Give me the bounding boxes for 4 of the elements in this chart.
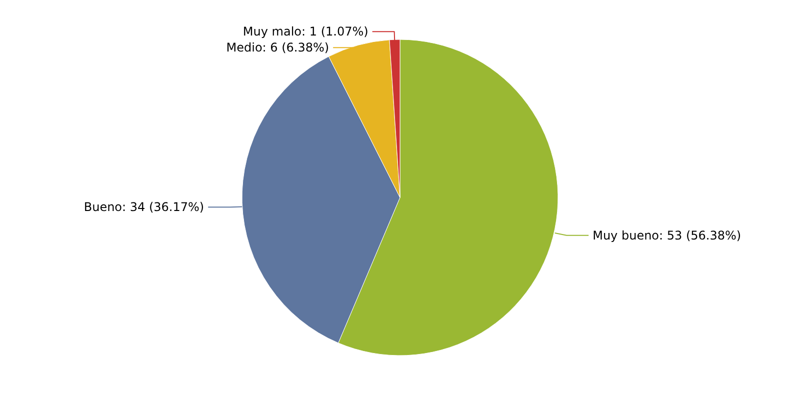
slice-label: Medio: 6 (6.38%) <box>226 40 330 55</box>
slice-label: Muy malo: 1 (1.07%) <box>242 24 368 39</box>
slice-label: Bueno: 34 (36.17%) <box>84 200 204 214</box>
slice-label: Muy bueno: 53 (56.38%) <box>592 228 742 242</box>
